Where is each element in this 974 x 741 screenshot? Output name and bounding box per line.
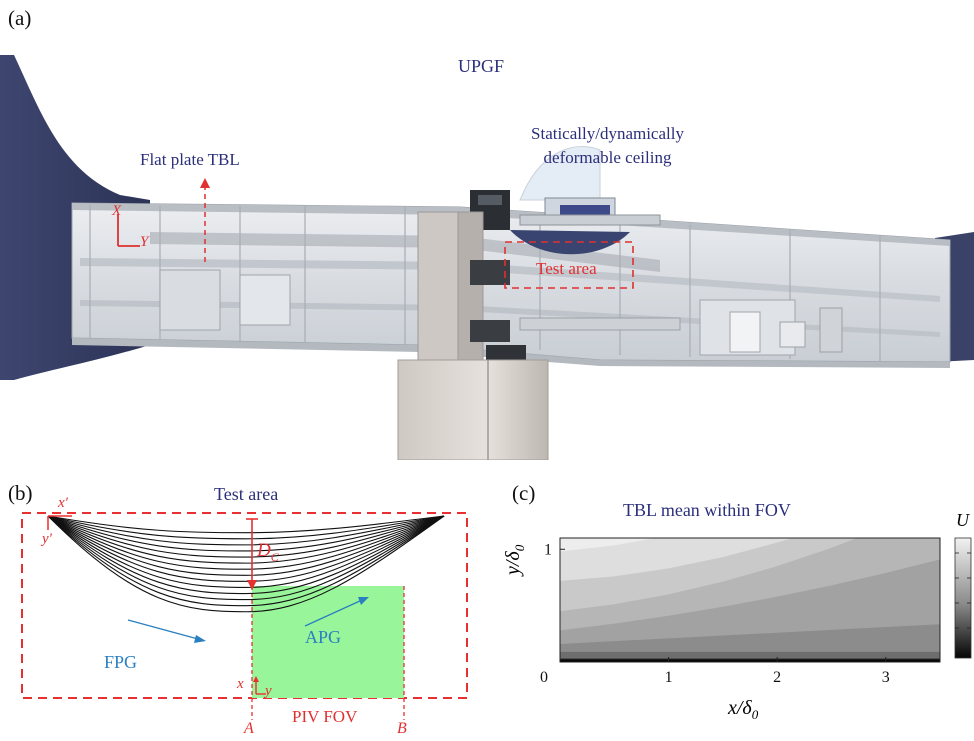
ceiling-label-line2: deformable ceiling [543, 148, 672, 167]
y-axis-label: y/δ0 [502, 544, 527, 575]
x-tick-label: 0 [540, 669, 548, 686]
panel-c-title: TBL mean within FOV [623, 500, 791, 520]
flat-plate-label: Flat plate TBL [140, 150, 240, 169]
x-label: x [237, 676, 244, 692]
ceiling-curve [47, 515, 445, 552]
test-area-box-a [504, 241, 634, 289]
piv-fov-label: PIV FOV [292, 707, 358, 726]
x-tick-label: 3 [882, 669, 890, 686]
upgf-title: UPGF [458, 56, 505, 76]
panel-c-label: (c) [512, 481, 536, 505]
ceiling-curve [47, 515, 445, 588]
panel-b-label: (b) [8, 481, 33, 505]
x-tick-label: 2 [773, 669, 781, 686]
panel-a-annotations [117, 178, 634, 289]
dc-label: DC [257, 540, 279, 564]
colorbar [954, 537, 972, 659]
axis-x-label: X [112, 203, 122, 219]
ceiling-curve [47, 515, 445, 546]
fpg-label: FPG [104, 652, 138, 672]
x-axis-label: x/δ0 [728, 697, 759, 722]
colorbar-label: U [956, 510, 969, 530]
wind-tunnel-rendering [0, 55, 974, 460]
y-prime-label: y' [42, 531, 52, 547]
ceiling-curve [47, 515, 445, 601]
ceiling-label: Statically/dynamically deformable ceilin… [500, 122, 715, 170]
apg-label: APG [305, 627, 342, 647]
fpg-arrow [127, 619, 199, 640]
piv-fov-region [252, 586, 404, 698]
ceiling-curve [47, 515, 445, 534]
y-label: y [265, 683, 272, 699]
x-axis-label-sub: 0 [751, 707, 759, 722]
y-tick-label: 1 [544, 541, 552, 558]
a-label: A [244, 720, 254, 737]
pedestal [397, 359, 549, 460]
plot-frame [559, 537, 941, 663]
ceiling-shape-curves [47, 515, 445, 613]
apg-arrow [304, 599, 363, 627]
x-axis-ticks: 0 1 2 3 [540, 657, 890, 686]
ceiling-curve [47, 515, 445, 613]
ceiling-curve [47, 515, 445, 595]
ceiling-curve [47, 515, 445, 540]
panel-a-label: (a) [8, 6, 32, 30]
heatmap-wall-strip [560, 660, 940, 662]
x-tick-label: 1 [665, 669, 673, 686]
heatmap-contours [560, 538, 940, 662]
dc-subscript: C [270, 549, 279, 564]
b-label: B [397, 720, 407, 737]
ceiling-curve [47, 515, 445, 558]
panel-b-title: Test area [214, 484, 279, 504]
axis-y-label: Y [140, 234, 149, 250]
ceiling-curve [47, 515, 445, 564]
ceiling-curve [47, 515, 445, 570]
ceiling-curve [47, 515, 445, 607]
x-prime-label: x' [58, 495, 68, 511]
ceiling-curve [47, 515, 445, 576]
y-axis-ticks: 1 [544, 541, 565, 663]
y-axis-label-sub: 0 [512, 544, 527, 552]
ceiling-curve [47, 515, 445, 582]
ceiling-label-line1: Statically/dynamically [531, 124, 684, 143]
test-area-label-a: Test area [536, 259, 597, 278]
